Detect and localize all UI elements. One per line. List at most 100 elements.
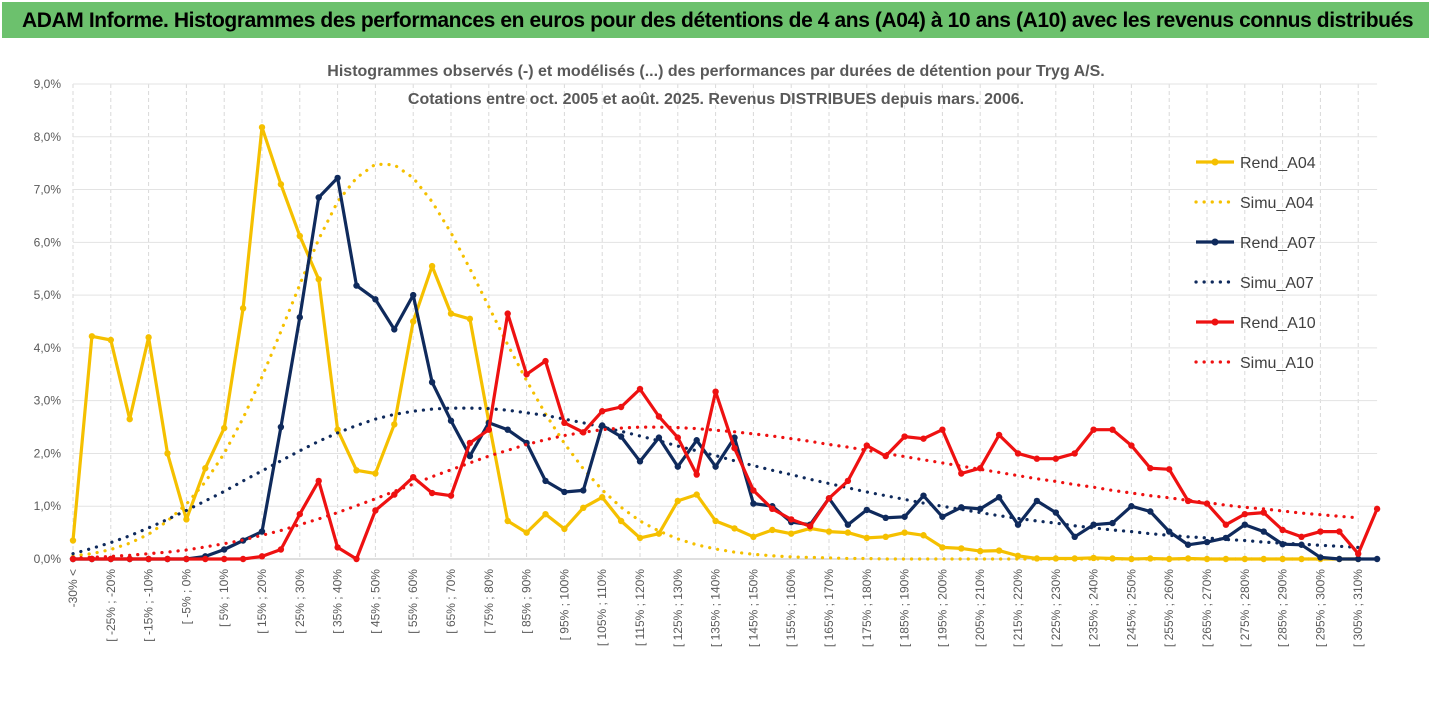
- data-point-Rend_A07: [504, 426, 511, 433]
- data-point-Rend_A07: [863, 506, 870, 514]
- x-tick-label: [ 115% ; 120%: [633, 569, 647, 646]
- data-point-Rend_A10: [391, 491, 398, 498]
- data-point-Rend_A10: [1355, 550, 1362, 557]
- data-point-Rend_A10: [1298, 533, 1305, 541]
- data-point-Rend_A10: [995, 431, 1003, 439]
- x-tick-label: [ 285% ; 290%: [1276, 569, 1290, 647]
- data-point-Rend_A10: [617, 403, 625, 411]
- data-point-Rend_A04: [977, 547, 984, 555]
- data-point-Rend_A07: [258, 528, 266, 535]
- data-point-Rend_A10: [428, 489, 436, 497]
- data-point-Rend_A10: [1373, 505, 1381, 513]
- data-point-Rend_A10: [1279, 526, 1286, 534]
- data-point-Rend_A10: [126, 555, 133, 563]
- y-tick-label: 7,0%: [34, 183, 62, 197]
- data-point-Rend_A07: [901, 513, 908, 520]
- data-point-Rend_A04: [958, 545, 965, 552]
- data-point-Rend_A10: [1014, 450, 1022, 457]
- data-point-Rend_A10: [958, 470, 965, 477]
- data-point-Rend_A10: [731, 444, 738, 452]
- data-point-Rend_A04: [939, 544, 946, 551]
- data-point-Rend_A07: [882, 514, 889, 522]
- data-point-Rend_A07: [315, 194, 322, 201]
- data-point-Rend_A10: [202, 555, 209, 563]
- x-tick-label: [ 5% ; 10%: [217, 569, 231, 627]
- data-point-Rend_A10: [447, 492, 455, 499]
- data-point-Rend_A07: [977, 505, 984, 513]
- data-point-Rend_A07: [466, 452, 474, 460]
- data-point-Rend_A07: [1317, 554, 1324, 561]
- x-tick-label: [ 15% ; 20%: [255, 569, 269, 634]
- data-point-Rend_A04: [1203, 555, 1211, 563]
- x-tick-label: [ 95% ; 100%: [557, 569, 571, 641]
- legend-label-Rend_A04: Rend_A04: [1240, 155, 1316, 172]
- x-tick-label: [ 75% ; 80%: [482, 569, 496, 634]
- data-point-Rend_A07: [542, 477, 549, 485]
- y-tick-label: 4,0%: [34, 341, 62, 355]
- x-tick-label: [ 205% ; 210%: [973, 569, 987, 647]
- x-tick-label: [ -5% ; 0%: [179, 569, 193, 625]
- data-point-Rend_A04: [1260, 555, 1267, 563]
- chart-title: Histogrammes observés (-) et modélisés (…: [327, 63, 1104, 80]
- data-point-Rend_A10: [1260, 509, 1267, 516]
- data-point-Rend_A07: [1241, 521, 1249, 528]
- x-tick-label: [ 215% ; 220%: [1011, 569, 1025, 647]
- data-point-Rend_A04: [863, 534, 870, 542]
- data-point-Rend_A10: [1184, 497, 1192, 505]
- data-point-Rend_A10: [277, 546, 285, 553]
- data-point-Rend_A07: [712, 463, 719, 470]
- data-point-Rend_A07: [372, 296, 379, 303]
- data-point-Rend_A10: [1317, 528, 1324, 535]
- data-point-Rend_A04: [693, 491, 700, 498]
- data-point-Rend_A04: [258, 124, 266, 131]
- data-point-Rend_A10: [353, 555, 360, 563]
- data-point-Rend_A04: [599, 494, 606, 501]
- data-point-Rend_A07: [1260, 528, 1267, 535]
- x-tick-label: [ 155% ; 160%: [784, 569, 798, 647]
- x-tick-label: [ 45% ; 50%: [368, 569, 382, 634]
- y-tick-label: 2,0%: [34, 446, 62, 460]
- x-tick-label: [ -25% ; -20%: [104, 569, 118, 642]
- data-point-Rend_A07: [1128, 503, 1135, 510]
- data-point-Rend_A10: [1090, 426, 1097, 433]
- data-point-Rend_A07: [844, 521, 852, 528]
- data-point-Rend_A04: [277, 181, 285, 188]
- data-point-Rend_A07: [995, 494, 1003, 501]
- y-tick-label: 6,0%: [34, 235, 62, 249]
- x-tick-label: [ 65% ; 70%: [444, 569, 458, 634]
- data-point-Rend_A04: [296, 232, 303, 240]
- data-point-Rend_A10: [296, 510, 303, 518]
- data-point-Rend_A07: [1052, 509, 1060, 516]
- x-tick-label: [ 185% ; 190%: [898, 569, 912, 647]
- data-point-Rend_A04: [769, 526, 776, 534]
- data-point-Rend_A07: [296, 314, 303, 321]
- legend-marker-Rend_A10: [1211, 318, 1219, 326]
- data-point-Rend_A04: [447, 310, 455, 317]
- data-point-Rend_A04: [901, 529, 908, 536]
- data-point-Rend_A10: [674, 434, 681, 441]
- data-point-Rend_A04: [750, 533, 757, 541]
- data-point-Rend_A04: [825, 528, 833, 535]
- x-tick-label: [ 255% ; 260%: [1162, 569, 1176, 647]
- data-point-Rend_A04: [164, 450, 171, 457]
- x-tick-label: [ 25% ; 30%: [293, 569, 307, 634]
- data-point-Rend_A10: [750, 487, 757, 494]
- data-point-Rend_A04: [353, 467, 360, 474]
- data-point-Rend_A04: [1014, 552, 1022, 560]
- data-point-Rend_A04: [315, 276, 322, 283]
- data-point-Rend_A07: [1336, 555, 1343, 563]
- data-point-Rend_A10: [239, 555, 247, 563]
- data-point-Rend_A10: [334, 544, 341, 551]
- y-tick-label: 5,0%: [34, 288, 62, 302]
- data-point-Rend_A04: [391, 421, 398, 428]
- x-tick-label: [ 145% ; 150%: [746, 569, 760, 647]
- data-point-Rend_A10: [1033, 455, 1041, 462]
- x-tick-label: [ 305% ; 310%: [1351, 569, 1365, 647]
- data-point-Rend_A07: [447, 417, 455, 424]
- data-point-Rend_A07: [693, 437, 700, 444]
- data-point-Rend_A10: [863, 442, 870, 449]
- legend-label-Simu_A10: Simu_A10: [1240, 355, 1314, 372]
- data-point-Rend_A10: [258, 553, 266, 560]
- data-point-Rend_A07: [1184, 541, 1192, 548]
